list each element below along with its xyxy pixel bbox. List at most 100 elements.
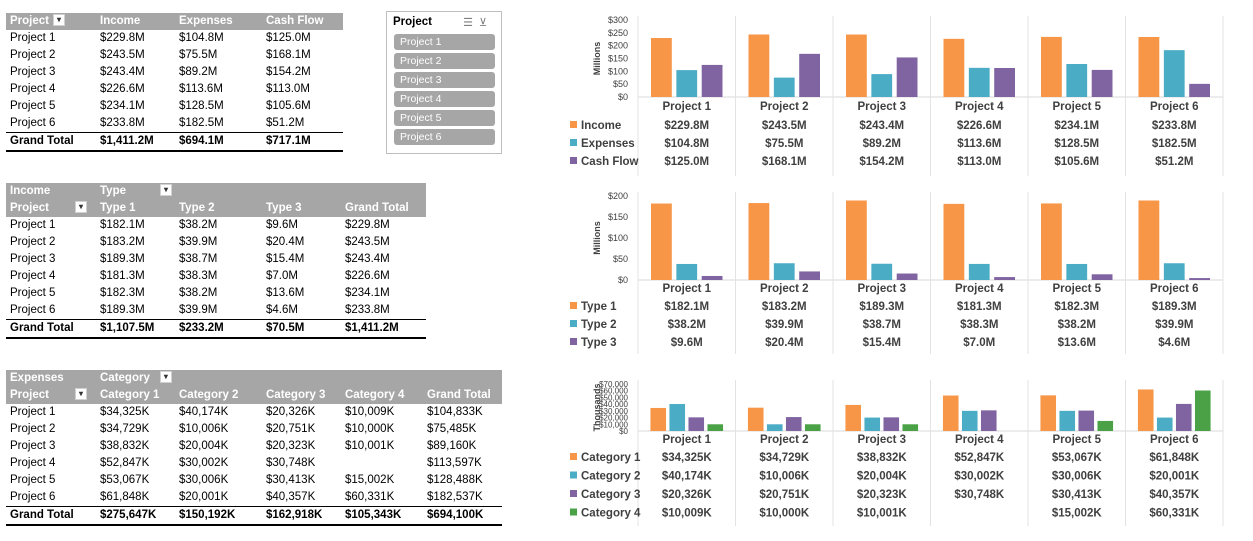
bar[interactable]	[799, 271, 820, 280]
slicer-item[interactable]: Project 3	[394, 72, 495, 88]
bar[interactable]	[943, 203, 965, 280]
cell: $182.3M	[100, 287, 145, 299]
bar[interactable]	[1059, 410, 1076, 431]
data-table-value: $38.2M	[1058, 319, 1096, 331]
bar[interactable]	[1189, 83, 1210, 97]
total-cell: $1,411.2M	[96, 132, 175, 152]
slicer-item[interactable]: Project 6	[394, 129, 495, 145]
bar[interactable]	[1137, 389, 1154, 431]
x-category-label: Project 5	[1052, 283, 1101, 295]
bar[interactable]	[896, 273, 918, 280]
legend-key	[570, 121, 577, 128]
row-label: Project 2	[10, 236, 56, 248]
legend-label: Category 1	[581, 452, 641, 464]
bar[interactable]	[1066, 64, 1088, 97]
bar[interactable]	[651, 203, 672, 280]
row-field-header[interactable]: Project ▾	[6, 200, 96, 217]
slicer-item[interactable]: Project 4	[394, 91, 495, 107]
bar[interactable]	[1163, 263, 1185, 280]
cell: $113.0M	[266, 83, 310, 95]
bar[interactable]	[846, 200, 867, 280]
bar[interactable]	[968, 67, 990, 97]
bar[interactable]	[883, 417, 900, 431]
data-table-value: $10,006K	[759, 471, 810, 483]
bar[interactable]	[871, 74, 893, 97]
cell: $15.4M	[266, 253, 305, 265]
bar[interactable]	[1066, 263, 1088, 280]
bar[interactable]	[1189, 278, 1210, 280]
bar[interactable]	[1078, 410, 1095, 431]
bar[interactable]	[1041, 36, 1062, 97]
pivot-chart-income-by-type[interactable]: Millions $0 $50 $100 $150 $200 Project 1 Projec…	[562, 186, 1242, 354]
bar[interactable]	[701, 64, 723, 97]
bar[interactable]	[961, 410, 978, 431]
bar[interactable]	[1097, 420, 1114, 431]
row-label: Project 1	[10, 32, 56, 44]
multi-select-icon[interactable]: ☰	[463, 17, 479, 29]
bar[interactable]	[1138, 36, 1160, 97]
column-field-header[interactable]: Type ▾	[96, 183, 175, 200]
cell: $229.8M	[345, 219, 390, 231]
bar[interactable]	[1091, 274, 1113, 280]
slicer-item[interactable]: Project 2	[394, 53, 495, 69]
bar[interactable]	[943, 38, 965, 97]
bar[interactable]	[994, 67, 1015, 97]
bar[interactable]	[864, 417, 881, 431]
bar[interactable]	[1040, 395, 1057, 431]
bar[interactable]	[1091, 69, 1113, 97]
y-tick-label: $200	[608, 191, 628, 201]
slicer-item[interactable]: Project 1	[394, 34, 495, 50]
row-field-header[interactable]: Project ▾	[6, 387, 96, 404]
bar[interactable]	[748, 34, 770, 97]
table-row: Project 2 $243.5M $75.5M $168.1M	[6, 47, 343, 64]
bar[interactable]	[942, 395, 959, 431]
bar[interactable]	[846, 34, 867, 97]
bar[interactable]	[688, 417, 705, 431]
bar[interactable]	[773, 77, 795, 97]
clear-filter-icon[interactable]: ⊻	[478, 17, 493, 29]
bar[interactable]	[1175, 403, 1192, 431]
bar[interactable]	[1138, 200, 1160, 280]
cell: $128,488K	[427, 474, 483, 486]
bar[interactable]	[650, 407, 667, 431]
bar[interactable]	[1156, 417, 1173, 431]
sort-filter-icon[interactable]: ▾	[53, 13, 65, 26]
bar[interactable]	[707, 424, 724, 431]
bar[interactable]	[845, 404, 862, 431]
total-cell: $1,107.5M	[96, 319, 175, 339]
bar[interactable]	[747, 407, 764, 431]
bar[interactable]	[994, 277, 1015, 280]
bar[interactable]	[1194, 390, 1211, 431]
column-field-header[interactable]: Category ▾	[96, 370, 175, 387]
slicer-item[interactable]: Project 5	[394, 110, 495, 126]
filter-dropdown-icon[interactable]: ▾	[160, 183, 172, 196]
pivot-chart-summary[interactable]: Millions $0 $50 $100 $150 $200 $250 $300 Project…	[562, 8, 1242, 176]
bar[interactable]	[799, 53, 820, 97]
sort-filter-icon[interactable]: ▾	[75, 387, 87, 400]
bar[interactable]	[773, 263, 795, 280]
sort-filter-icon[interactable]: ▾	[75, 200, 87, 213]
bar[interactable]	[701, 275, 723, 280]
cell: $38.7M	[179, 253, 218, 265]
bar[interactable]	[980, 410, 997, 431]
cell: $125.0M	[266, 32, 311, 44]
pivot-chart-expenses-by-category[interactable]: Thousands $0$10,000$20,000$30,000$40,000$…	[562, 376, 1242, 526]
table-row: Project 1 $229.8M $104.8M $125.0M	[6, 30, 343, 47]
bar[interactable]	[902, 424, 919, 431]
row-field-header[interactable]: Project ▾	[6, 13, 96, 30]
bar[interactable]	[676, 263, 698, 280]
bar[interactable]	[651, 38, 672, 97]
bar[interactable]	[1163, 50, 1185, 97]
bar[interactable]	[1041, 203, 1062, 280]
bar[interactable]	[766, 424, 783, 431]
legend-key	[570, 490, 577, 497]
bar[interactable]	[896, 57, 918, 97]
bar[interactable]	[968, 263, 990, 280]
filter-dropdown-icon[interactable]: ▾	[159, 370, 172, 383]
bar[interactable]	[804, 424, 821, 431]
bar[interactable]	[669, 404, 686, 431]
bar[interactable]	[785, 417, 802, 431]
bar[interactable]	[676, 70, 698, 97]
bar[interactable]	[871, 263, 893, 280]
bar[interactable]	[748, 203, 770, 280]
